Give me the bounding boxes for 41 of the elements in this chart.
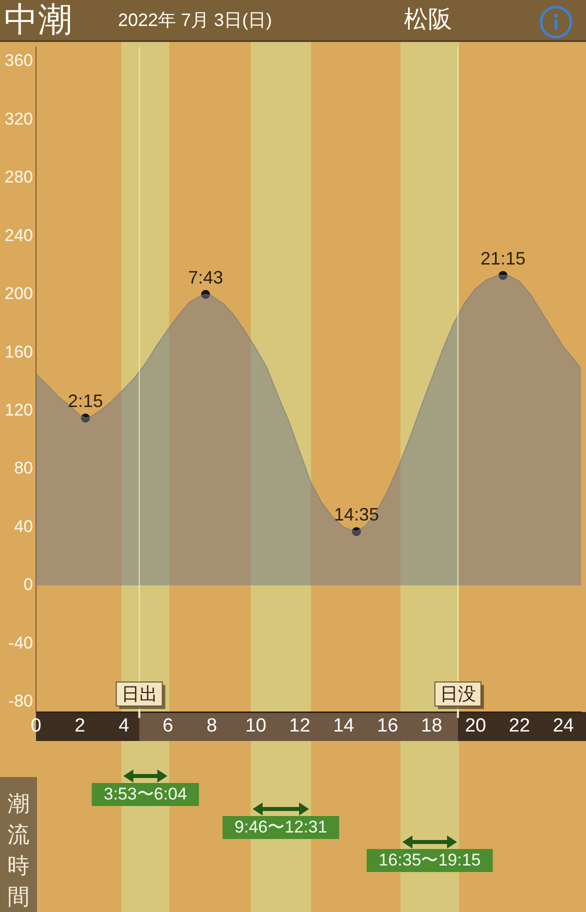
chart-title: 中潮 xyxy=(4,0,72,40)
ref-line-label: 日出 xyxy=(121,684,158,704)
band-label: 16:35〜19:15 xyxy=(378,850,481,870)
y-tick-label: 320 xyxy=(4,109,33,128)
text: 松阪 xyxy=(404,6,452,34)
x-tick-label: 16 xyxy=(377,716,398,737)
x-tick-label: 20 xyxy=(464,716,486,737)
x-tick-label: 6 xyxy=(162,716,174,737)
x-tick-label: 14 xyxy=(333,716,355,737)
point xyxy=(352,527,361,536)
x-tick-label: 4 xyxy=(118,716,130,737)
y-tick-label: 40 xyxy=(14,516,33,536)
y-tick-label: 240 xyxy=(4,226,33,245)
x-tick-label: 12 xyxy=(289,716,310,737)
band-label: 3:53〜6:04 xyxy=(104,784,187,804)
y-tick-label: 200 xyxy=(4,284,33,304)
y-tick-label: 120 xyxy=(4,400,33,420)
y-tick-label: 80 xyxy=(14,458,33,478)
point xyxy=(498,270,508,280)
x-tick-label: 24 xyxy=(552,716,574,737)
annotation: 21:15 xyxy=(480,248,526,268)
x-tick-label: 2 xyxy=(74,716,86,737)
ref-line-label: 日没 xyxy=(440,684,476,704)
y-tick-label: -80 xyxy=(8,692,33,710)
annotation: 2:15 xyxy=(68,391,103,412)
y-tick-label: 0 xyxy=(24,575,33,594)
chart-subtitle: 2022年 7月 3日(日) xyxy=(118,9,272,31)
y-tick-label: 160 xyxy=(4,342,33,362)
y-tick-label: 280 xyxy=(4,168,33,187)
x-tick-label: 18 xyxy=(420,716,442,737)
annotation: 7:43 xyxy=(188,267,224,288)
y-tick-label: 360 xyxy=(4,51,33,70)
x-tick-label: 8 xyxy=(206,716,218,737)
point xyxy=(80,414,90,423)
x-tick-label: 22 xyxy=(508,716,530,737)
text: 潮流時間 xyxy=(6,790,30,911)
point xyxy=(201,290,210,299)
y-tick-label: -40 xyxy=(8,633,33,652)
annotation: 14:35 xyxy=(334,504,379,525)
x-tick-label: 10 xyxy=(245,716,266,737)
band-label: 9:46〜12:31 xyxy=(234,818,328,837)
